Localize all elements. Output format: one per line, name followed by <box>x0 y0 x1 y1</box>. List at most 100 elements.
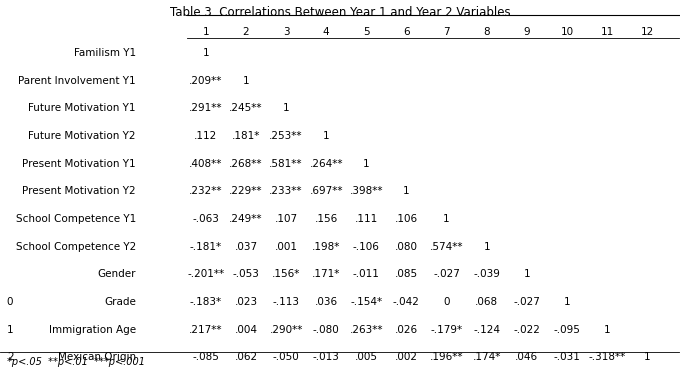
Text: .232**: .232** <box>189 186 222 196</box>
Text: -.053: -.053 <box>233 269 259 279</box>
Text: School Competence Y2: School Competence Y2 <box>16 242 136 252</box>
Text: .062: .062 <box>235 352 258 362</box>
Text: .198*: .198* <box>312 242 341 252</box>
Text: 1: 1 <box>283 103 290 113</box>
Text: .233**: .233** <box>269 186 303 196</box>
Text: .398**: .398** <box>350 186 383 196</box>
Text: -.183*: -.183* <box>190 297 222 307</box>
Text: 3: 3 <box>283 27 290 37</box>
Text: -.011: -.011 <box>353 269 379 279</box>
Text: .291**: .291** <box>189 103 222 113</box>
Text: .023: .023 <box>235 297 258 307</box>
Text: .253**: .253** <box>269 131 303 141</box>
Text: 1: 1 <box>604 325 611 335</box>
Text: .574**: .574** <box>430 242 463 252</box>
Text: Parent Involvement Y1: Parent Involvement Y1 <box>18 76 136 86</box>
Text: -.095: -.095 <box>554 325 580 335</box>
Text: .004: .004 <box>235 325 258 335</box>
Text: 1: 1 <box>203 48 209 58</box>
Text: -.113: -.113 <box>273 297 300 307</box>
Text: 1: 1 <box>644 352 651 362</box>
Text: .001: .001 <box>275 242 298 252</box>
Text: 9: 9 <box>524 27 530 37</box>
Text: -.013: -.013 <box>313 352 339 362</box>
Text: -.124: -.124 <box>473 325 500 335</box>
Text: Present Motivation Y1: Present Motivation Y1 <box>22 159 136 169</box>
Text: Gender: Gender <box>97 269 136 279</box>
Text: 1: 1 <box>483 242 490 252</box>
Text: 2: 2 <box>7 352 14 362</box>
Text: 2: 2 <box>243 27 250 37</box>
Text: .174*: .174* <box>473 352 501 362</box>
Text: .085: .085 <box>395 269 418 279</box>
Text: 1: 1 <box>564 297 571 307</box>
Text: .196**: .196** <box>430 352 463 362</box>
Text: -.042: -.042 <box>393 297 420 307</box>
Text: -.181*: -.181* <box>190 242 222 252</box>
Text: 1: 1 <box>243 76 250 86</box>
Text: Mexican Origin: Mexican Origin <box>58 352 136 362</box>
Text: .068: .068 <box>475 297 498 307</box>
Text: .111: .111 <box>355 214 378 224</box>
Text: -.154*: -.154* <box>350 297 382 307</box>
Text: .112: .112 <box>194 131 218 141</box>
Text: 10: 10 <box>560 27 573 37</box>
Text: .005: .005 <box>355 352 378 362</box>
Text: -.085: -.085 <box>192 352 219 362</box>
Text: 1: 1 <box>403 186 410 196</box>
Text: .697**: .697** <box>309 186 343 196</box>
Text: -.050: -.050 <box>273 352 299 362</box>
Text: 6: 6 <box>403 27 410 37</box>
Text: Table 3. Correlations Between Year 1 and Year 2 Variables: Table 3. Correlations Between Year 1 and… <box>170 6 510 19</box>
Text: 0: 0 <box>443 297 449 307</box>
Text: .080: .080 <box>395 242 418 252</box>
Text: Grade: Grade <box>104 297 136 307</box>
Text: -.022: -.022 <box>513 325 540 335</box>
Text: .036: .036 <box>315 297 338 307</box>
Text: School Competence Y1: School Competence Y1 <box>16 214 136 224</box>
Text: .249**: .249** <box>229 214 262 224</box>
Text: -.179*: -.179* <box>430 325 462 335</box>
Text: -.027: -.027 <box>513 297 540 307</box>
Text: 7: 7 <box>443 27 450 37</box>
Text: .408**: .408** <box>189 159 222 169</box>
Text: 11: 11 <box>600 27 613 37</box>
Text: 1: 1 <box>323 131 330 141</box>
Text: -.027: -.027 <box>433 269 460 279</box>
Text: .181*: .181* <box>232 131 260 141</box>
Text: -.031: -.031 <box>554 352 580 362</box>
Text: .156: .156 <box>315 214 338 224</box>
Text: .245**: .245** <box>229 103 262 113</box>
Text: .106: .106 <box>395 214 418 224</box>
Text: 0: 0 <box>7 297 14 307</box>
Text: -.201**: -.201** <box>187 269 224 279</box>
Text: .217**: .217** <box>189 325 222 335</box>
Text: Immigration Age: Immigration Age <box>49 325 136 335</box>
Text: Present Motivation Y2: Present Motivation Y2 <box>22 186 136 196</box>
Text: 12: 12 <box>641 27 653 37</box>
Text: 1: 1 <box>203 27 209 37</box>
Text: .263**: .263** <box>350 325 383 335</box>
Text: .229**: .229** <box>229 186 262 196</box>
Text: -.039: -.039 <box>473 269 500 279</box>
Text: .264**: .264** <box>309 159 343 169</box>
Text: .581**: .581** <box>269 159 303 169</box>
Text: .046: .046 <box>515 352 539 362</box>
Text: *p<.05  **p<.01  ***p<.001: *p<.05 **p<.01 ***p<.001 <box>7 357 145 367</box>
Text: 1: 1 <box>524 269 530 279</box>
Text: -.106: -.106 <box>353 242 379 252</box>
Text: 8: 8 <box>483 27 490 37</box>
Text: 1: 1 <box>363 159 370 169</box>
Text: 5: 5 <box>363 27 370 37</box>
Text: .002: .002 <box>395 352 418 362</box>
Text: -.063: -.063 <box>192 214 219 224</box>
Text: 4: 4 <box>323 27 330 37</box>
Text: .171*: .171* <box>312 269 341 279</box>
Text: .290**: .290** <box>269 325 303 335</box>
Text: -.080: -.080 <box>313 325 339 335</box>
Text: .107: .107 <box>275 214 298 224</box>
Text: .156*: .156* <box>272 269 301 279</box>
Text: Familism Y1: Familism Y1 <box>74 48 136 58</box>
Text: -.318**: -.318** <box>588 352 626 362</box>
Text: .037: .037 <box>235 242 258 252</box>
